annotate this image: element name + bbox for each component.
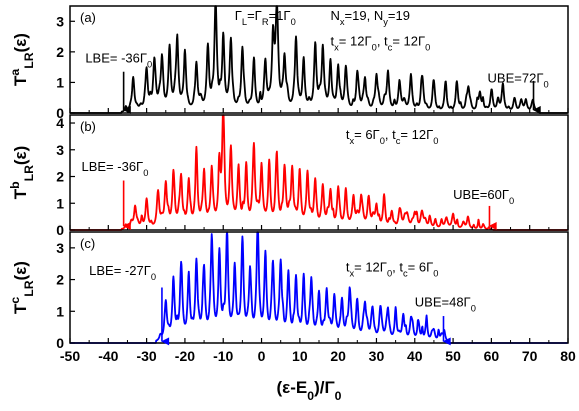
x-tick-label: 60	[484, 348, 500, 364]
annotation: LBE= -36Γ0	[81, 159, 148, 178]
y-tick-label: 1	[56, 74, 64, 90]
transmission-curve	[69, 231, 569, 344]
x-tick-label: 30	[369, 348, 385, 364]
annotation: tx= 6Γ0, tc= 12Γ0	[346, 127, 439, 146]
y-tick-label: 2	[56, 272, 64, 288]
annotation: ΓL=ΓR=1Γ0	[235, 8, 296, 27]
panel-2: 0 1 2 3 4 (b) TbLR(ε) tx= 6Γ0, tc= 12Γ0 LBE= -36…	[8, 114, 569, 238]
panel-1: 0 1 2 3 (a) TaLR(ε) ΓL=ΓR=1Γ0 Nx=19, Ny=19 tx= 1…	[8, 5, 569, 121]
x-tick-label: 80	[560, 348, 576, 364]
annotation: UBE=60Γ0	[453, 187, 514, 206]
x-tick-label: 10	[292, 348, 308, 364]
x-tick-label: -40	[98, 348, 118, 364]
y-axis-label: TaLR(ε)	[8, 33, 36, 86]
x-tick-label: -10	[213, 348, 233, 364]
x-tick-label: 0	[258, 348, 266, 364]
transmission-curve	[69, 114, 569, 231]
annotation: Nx=19, Ny=19	[330, 8, 409, 27]
y-tick-label: 2	[56, 44, 64, 60]
transmission-curve	[69, 5, 569, 114]
y-axis-label: TbLR(ε)	[8, 146, 36, 200]
y-axis-label: TcLR(ε)	[8, 261, 36, 314]
panel-label: (c)	[80, 236, 95, 251]
y-tick-label: 1	[56, 195, 64, 211]
y-tick-label: 0	[56, 105, 64, 121]
x-tick-label: 50	[445, 348, 461, 364]
annotation: UBE=48Γ0	[415, 295, 476, 314]
x-tick-label: 70	[522, 348, 538, 364]
panel-3: 0 1 2 3 (c) TcLR(ε) tx= 12Γ0, tc= 6Γ0 LBE= -27Γ…	[8, 231, 569, 351]
y-tick-label: 2	[56, 169, 64, 185]
y-tick-label: 3	[56, 240, 64, 256]
y-tick-label: 1	[56, 303, 64, 319]
y-tick-label: 3	[56, 142, 64, 158]
x-tick-label: -50	[60, 348, 80, 364]
annotation: LBE= -27Γ0	[89, 263, 156, 282]
x-tick-label: 20	[330, 348, 346, 364]
x-axis: -50 -40 -30 -20 -10 0 10 20 30 40 50 60 70 80 (ε-E0)/Γ…	[60, 348, 576, 403]
plot-frame	[69, 231, 569, 344]
x-tick-label: -20	[175, 348, 195, 364]
annotation: LBE= -36Γ0	[85, 51, 152, 70]
x-axis-label: (ε-E0)/Γ0	[277, 378, 342, 403]
panel-label: (a)	[80, 10, 96, 25]
annotation: tx= 12Γ0, tc= 12Γ0	[330, 34, 430, 53]
x-tick-label: -30	[136, 348, 156, 364]
x-tick-label: 40	[407, 348, 423, 364]
y-tick-label: 4	[56, 115, 64, 131]
annotation: tx= 12Γ0, tc= 6Γ0	[346, 260, 439, 279]
y-tick-label: 0	[56, 335, 64, 351]
y-tick-label: 0	[56, 222, 64, 238]
annotation: UBE=72Γ0	[488, 70, 549, 89]
y-tick-label: 3	[56, 13, 64, 29]
panel-label: (b)	[80, 119, 96, 134]
